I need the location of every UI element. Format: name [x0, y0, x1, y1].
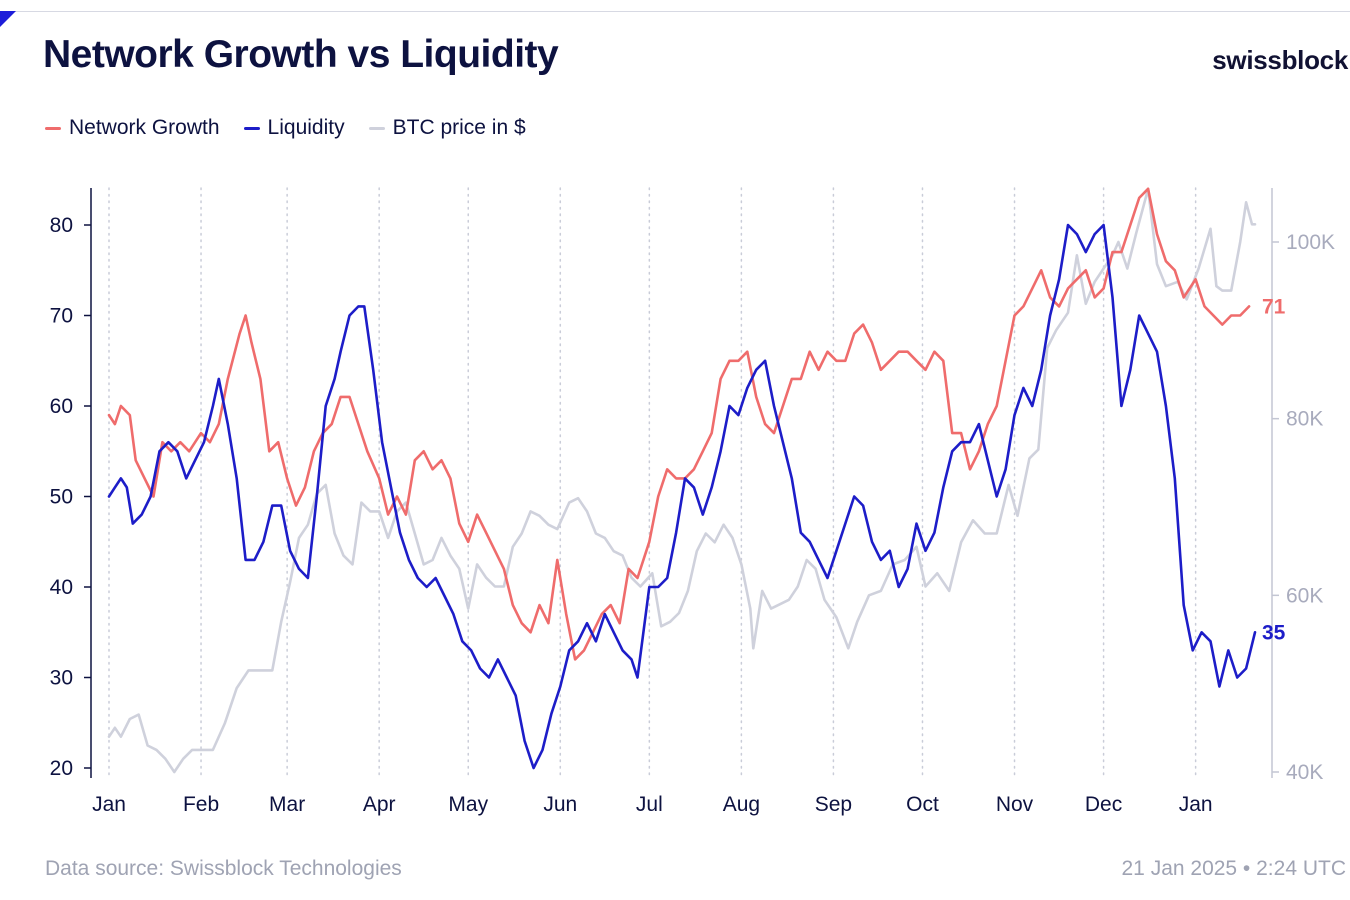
- x-tick-label: Oct: [906, 793, 939, 816]
- x-tick-label: Dec: [1085, 793, 1122, 816]
- right-axis-label: 40K: [1286, 761, 1323, 784]
- legend-swatch-liquidity: [243, 126, 260, 130]
- right-axis-label: 60K: [1286, 584, 1323, 607]
- legend-item-liquidity[interactable]: Liquidity: [243, 116, 345, 140]
- legend-item-network-growth[interactable]: Network Growth: [45, 116, 220, 140]
- legend-swatch-btc-price: [368, 126, 385, 130]
- x-tick-label: Aug: [723, 793, 760, 816]
- left-axis-label: 60: [50, 395, 73, 418]
- legend-label-liquidity: Liquidity: [267, 116, 345, 139]
- right-axis-label: 100K: [1286, 231, 1335, 254]
- page-title: Network Growth vs Liquidity: [43, 33, 559, 76]
- x-tick-label: Apr: [363, 793, 396, 816]
- x-tick-label: Sep: [815, 793, 852, 816]
- x-tick-label: Feb: [183, 793, 219, 816]
- legend-label-network-growth: Network Growth: [69, 116, 220, 139]
- end-value-label-network-growth: 71: [1262, 295, 1286, 318]
- left-axis-label: 20: [50, 757, 73, 780]
- left-axis-label: 40: [50, 576, 73, 599]
- right-axis-label: 80K: [1286, 408, 1323, 431]
- top-divider: [0, 11, 1350, 12]
- brand-logo: swissblock: [1212, 45, 1348, 75]
- legend-label-btc-price: BTC price in $: [392, 116, 526, 139]
- x-tick-label: Jan: [1179, 793, 1213, 816]
- left-axis-label: 50: [50, 486, 73, 509]
- series-line-btc-price-in: [107, 187, 1257, 774]
- x-tick-label: Nov: [996, 793, 1034, 816]
- brand-corner-accent: [0, 11, 16, 27]
- series-line-liquidity: [107, 223, 1257, 770]
- x-tick-label: Jul: [636, 793, 663, 816]
- x-tick-label: Mar: [269, 793, 305, 816]
- chart-legend: Network Growth Liquidity BTC price in $: [45, 116, 526, 140]
- legend-swatch-network-growth: [45, 126, 61, 130]
- x-tick-label: Jan: [92, 793, 126, 816]
- series-line-network-growth: [107, 187, 1251, 661]
- data-source-note: Data source: Swissblock Technologies: [45, 857, 402, 880]
- left-axis-label: 70: [50, 305, 73, 328]
- left-axis-label: 30: [50, 667, 73, 690]
- legend-item-btc-price[interactable]: BTC price in $: [368, 116, 526, 140]
- left-axis-label: 80: [50, 214, 73, 237]
- end-value-label-liquidity: 35: [1262, 621, 1286, 644]
- x-tick-label: May: [448, 793, 488, 816]
- x-tick-label: Jun: [543, 793, 577, 816]
- timestamp: 21 Jan 2025 • 2:24 UTC: [1121, 857, 1347, 880]
